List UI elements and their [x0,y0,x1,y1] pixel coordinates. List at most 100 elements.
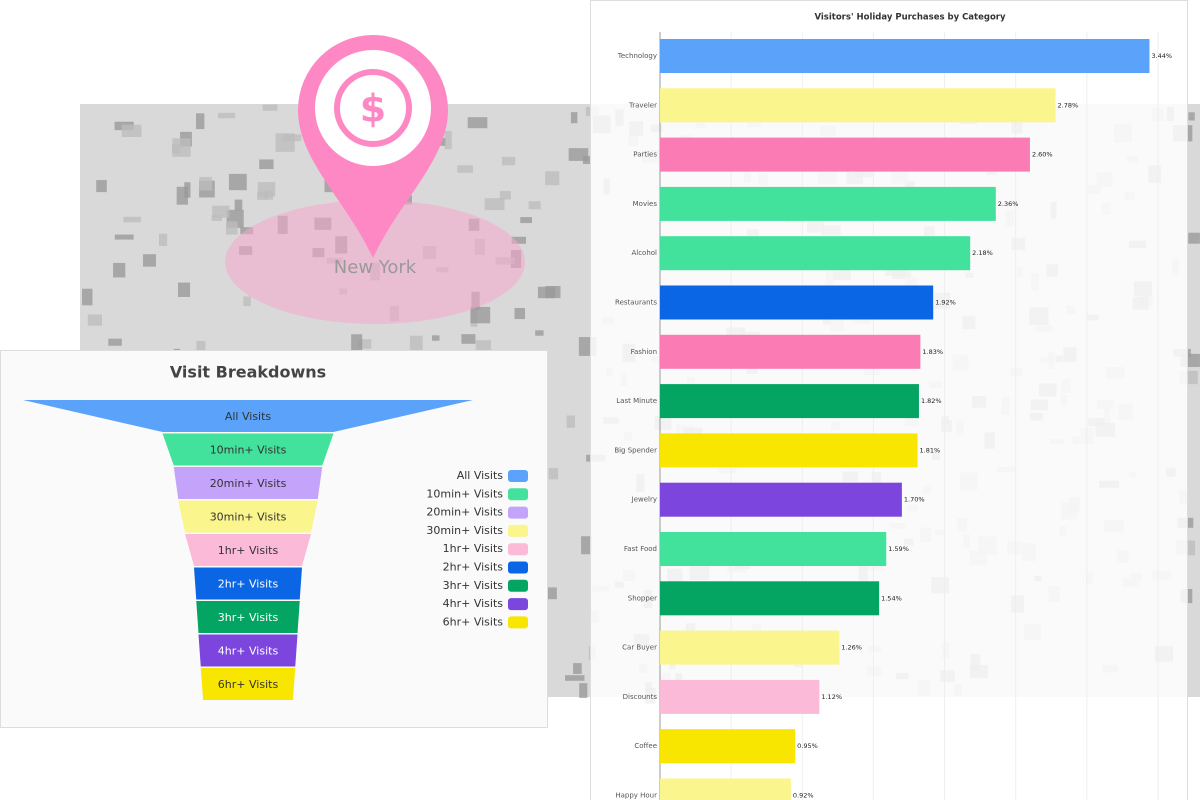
map-building [467,117,488,129]
map-building [582,156,592,165]
map-building [520,217,533,224]
y-tick-label: Alcohol [631,249,657,257]
funnel-chart: Visit Breakdowns All Visits All Visits 10mi… [23,363,528,700]
map-building [172,138,191,157]
legend-label: 30min+ Visits [426,524,503,537]
legend-label: 2hr+ Visits [443,561,504,574]
value-label: 2.36% [998,200,1019,208]
map-building [501,156,516,166]
y-tick-label: Discounts [623,693,658,701]
value-label: 1.26% [841,644,862,652]
legend-swatch [508,543,528,556]
segment-label: 10min+ Visits [210,444,287,457]
value-label: 1.12% [821,693,842,701]
y-tick-label: Big Spender [614,446,657,454]
y-tick-label: Coffee [634,742,657,750]
segment-label: All Visits [225,410,272,423]
map-building [570,112,578,124]
bar [660,581,880,616]
y-tick-label: Movies [633,200,658,208]
value-label: 1.70% [904,496,925,504]
svg-text:$: $ [360,87,386,131]
y-tick-label: Parties [633,151,657,159]
map-building [351,334,363,353]
funnel-segment [200,668,296,700]
segment-label: 1hr+ Visits [218,544,279,557]
map-building [545,285,561,299]
map-building [484,198,505,211]
map-building [199,176,213,191]
map-building [212,205,230,218]
map-building [113,262,126,278]
bar [660,334,921,369]
bar [660,186,996,221]
map-building [121,124,142,137]
chart-title: Visitors' Holiday Purchases by Category [814,13,1006,23]
funnel-segment [173,467,323,499]
map-building [564,675,585,681]
bar [660,137,1030,172]
y-tick-label: Happy Hour [615,792,657,800]
value-label: 2.60% [1032,151,1053,159]
value-label: 1.92% [935,299,956,307]
map-building [123,216,141,223]
value-label: 1.83% [922,348,943,356]
bar [660,778,791,800]
segment-label: 4hr+ Visits [218,645,279,658]
map-building [211,215,223,221]
segment-label: 20min+ Visits [210,477,287,490]
map-building [566,415,576,428]
map-building [96,180,107,193]
value-label: 2.78% [1058,101,1079,109]
bar [660,88,1056,123]
map-building [470,306,491,324]
value-label: 0.95% [797,742,818,750]
map-highlight [225,200,525,324]
map-building [159,233,168,246]
map-building [114,234,134,240]
legend-swatch [508,598,528,611]
y-tick-label: Restaurants [615,299,657,307]
map-building [358,339,372,349]
map-building [444,130,452,150]
map-building [409,335,423,352]
legend-label: 1hr+ Visits [443,542,504,555]
legend-label: 4hr+ Visits [443,597,504,610]
map-pin: $ [298,35,448,258]
y-tick-label: Fast Food [624,545,657,553]
y-tick-label: Shopper [628,594,657,602]
y-tick-label: Last Minute [616,397,657,405]
bar [660,285,934,320]
bar [660,384,919,419]
map-building [581,536,592,555]
map-building [234,199,243,211]
map-building [184,182,191,198]
map-building [431,335,440,341]
y-tick-label: Fashion [631,348,657,356]
bar [660,630,840,665]
legend-swatch [508,579,528,592]
map-building [499,190,511,200]
bar-chart: Visitors' Holiday Purchases by Category T… [614,13,1172,800]
legend-label: 20min+ Visits [426,506,503,519]
map-building [545,171,560,186]
map-building [176,186,188,205]
map-building [196,340,206,352]
y-tick-label: Traveler [628,101,657,109]
map-building [218,112,236,119]
map-building [461,334,476,344]
y-tick-label: Car Buyer [622,644,657,652]
funnel-segment [194,567,302,600]
map-building [511,236,527,244]
legend-label: 3hr+ Visits [443,579,504,592]
map-building [573,663,582,674]
map-building [548,468,559,480]
map-building [1188,232,1200,244]
segment-label: 2hr+ Visits [218,578,279,591]
legend-swatch [508,506,528,519]
funnel-segment [23,400,473,432]
map-building [177,282,191,297]
map-building [82,288,93,306]
map-building [87,314,102,326]
